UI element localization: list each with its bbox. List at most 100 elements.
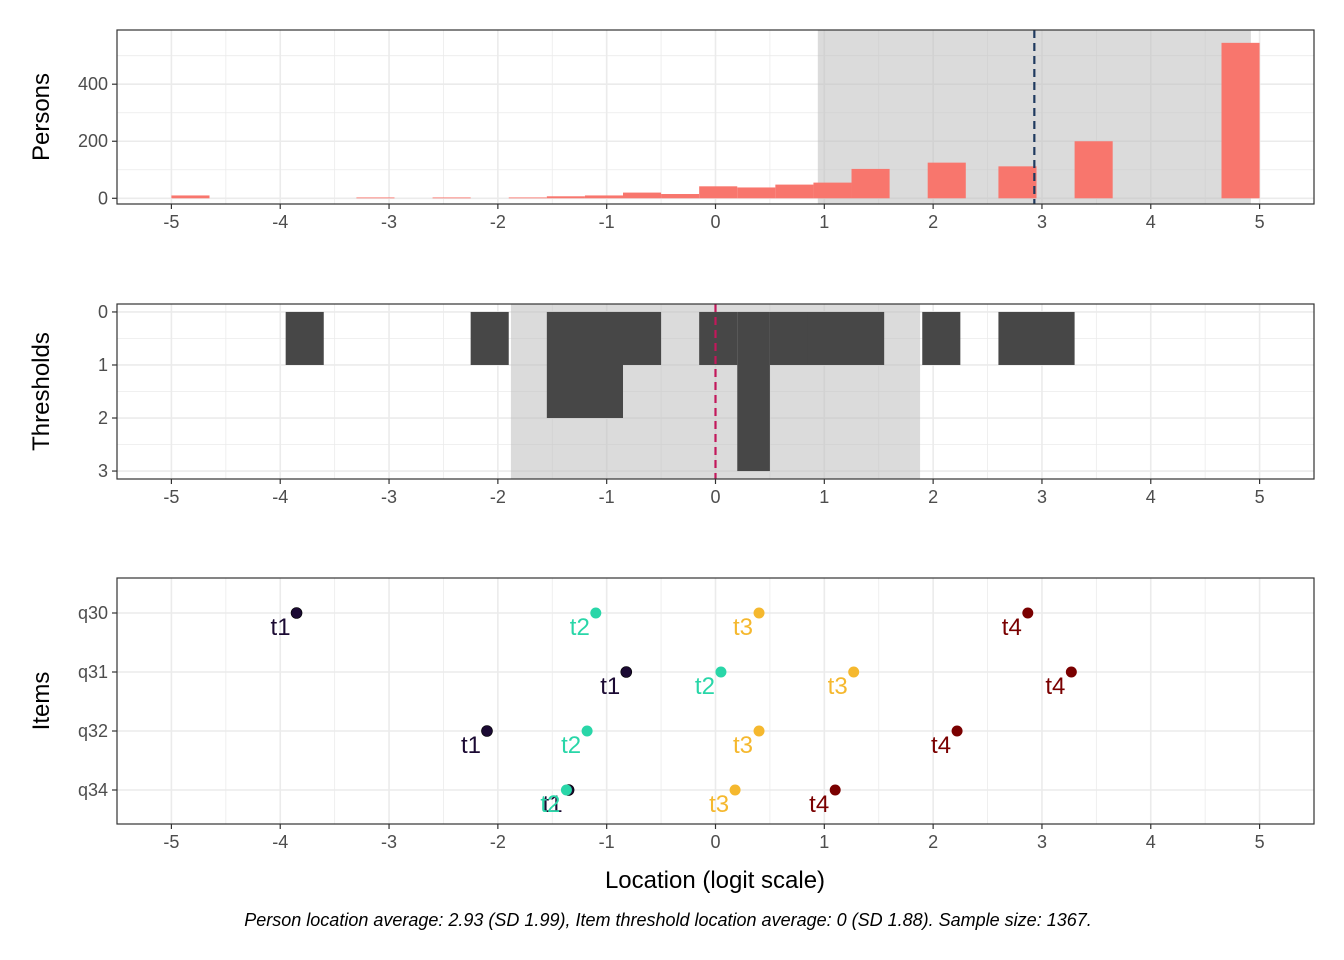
x-tick-label: -1: [599, 832, 615, 852]
x-tick-label: 1: [819, 832, 829, 852]
threshold-point: [829, 784, 841, 796]
histogram-bar: [356, 197, 395, 199]
x-tick-label: -5: [163, 832, 179, 852]
histogram-bar: [508, 197, 547, 199]
y-tick-label: 1: [98, 355, 108, 375]
threshold-point: [560, 784, 572, 796]
histogram-bar: [584, 195, 624, 199]
threshold-label: t3: [733, 732, 753, 759]
histogram-bar: [769, 311, 808, 365]
y-tick-label: 0: [98, 302, 108, 322]
threshold-point: [715, 666, 727, 678]
y-tick-label: q31: [78, 662, 108, 682]
x-tick-label: -2: [490, 212, 506, 232]
threshold-point: [620, 666, 633, 678]
x-tick-label: -2: [490, 832, 506, 852]
x-tick-label: 1: [819, 212, 829, 232]
y-axis-title: Thresholds: [28, 332, 55, 451]
x-tick-label: 2: [928, 487, 938, 507]
persons-panel: 0 200 400 -5 -4 -3 -2 -1 0 1 2 3 4 5 Persons: [28, 29, 1315, 232]
y-tick-label: 400: [78, 74, 108, 94]
histogram-bar: [922, 311, 961, 365]
x-tick-label: 1: [819, 487, 829, 507]
x-tick-label: -3: [381, 832, 397, 852]
x-tick-label: 0: [710, 832, 720, 852]
x-tick-label: -3: [381, 212, 397, 232]
x-tick-label: -4: [272, 487, 288, 507]
threshold-label: t4: [1002, 614, 1022, 641]
histogram-bar: [737, 187, 776, 199]
y-tick-label: q34: [78, 780, 108, 800]
threshold-point: [590, 607, 602, 619]
threshold-label: t3: [733, 614, 753, 641]
threshold-label: t2: [695, 673, 715, 700]
threshold-label: t2: [540, 791, 560, 818]
histogram-bar: [623, 192, 662, 199]
x-tick-label: 3: [1037, 832, 1047, 852]
histogram-bar: [171, 195, 210, 199]
threshold-label: t1: [600, 673, 620, 700]
x-tick-label: -2: [490, 487, 506, 507]
x-tick-label: 2: [928, 212, 938, 232]
x-tick-label: 5: [1255, 487, 1265, 507]
histogram-bar: [927, 162, 966, 199]
threshold-label: t2: [570, 614, 590, 641]
threshold-point: [290, 607, 303, 619]
threshold-label: t4: [1045, 673, 1065, 700]
x-tick-label: 4: [1146, 832, 1156, 852]
x-tick-label: -5: [163, 212, 179, 232]
histogram-bar: [737, 311, 770, 472]
x-tick-label: 5: [1255, 832, 1265, 852]
y-tick-label: 0: [98, 188, 108, 208]
x-tick-label: 4: [1146, 487, 1156, 507]
y-tick-label: q30: [78, 603, 108, 623]
histogram-bar: [699, 311, 738, 365]
histogram-bar: [470, 311, 509, 365]
x-tick-label: -5: [163, 487, 179, 507]
x-tick-label: 3: [1037, 487, 1047, 507]
threshold-point: [729, 784, 741, 796]
x-tick-label: -3: [381, 487, 397, 507]
threshold-label: t1: [543, 791, 563, 818]
thresholds-panel: 0 1 2 3 -5 -4 -3 -2 -1 0 1 2 3 4 5 Thresholds: [28, 302, 1315, 507]
histogram-bar: [998, 311, 1075, 365]
histogram-bar: [1221, 42, 1260, 199]
histogram-bar: [1074, 141, 1113, 199]
x-tick-label: -4: [272, 832, 288, 852]
threshold-point: [951, 725, 963, 737]
y-axis-title: Persons: [28, 73, 55, 161]
threshold-point: [481, 725, 493, 737]
histogram-bar: [432, 197, 471, 199]
x-tick-label: 4: [1146, 212, 1156, 232]
y-tick-label: 3: [98, 461, 108, 481]
histogram-bar: [661, 194, 700, 199]
y-axis-title: Items: [28, 672, 55, 731]
threshold-label: t3: [828, 673, 848, 700]
x-tick-label: -4: [272, 212, 288, 232]
threshold-label: t1: [461, 732, 481, 759]
x-tick-label: 2: [928, 832, 938, 852]
threshold-point: [1065, 666, 1077, 678]
histogram-bar: [998, 166, 1037, 199]
threshold-point: [581, 725, 593, 737]
histogram-bar: [851, 168, 890, 199]
x-tick-label: 0: [710, 487, 720, 507]
threshold-point: [1022, 607, 1034, 619]
threshold-label: t4: [931, 732, 951, 759]
histogram-bar: [813, 182, 852, 199]
x-tick-label: 0: [710, 212, 720, 232]
threshold-label: t3: [709, 791, 729, 818]
histogram-bar: [807, 311, 885, 365]
threshold-label: t2: [561, 732, 581, 759]
x-tick-label: -1: [599, 212, 615, 232]
threshold-label: t4: [809, 791, 829, 818]
y-tick-label: q32: [78, 721, 108, 741]
threshold-label: t1: [271, 614, 291, 641]
histogram-bar: [775, 184, 814, 199]
histogram-bar: [623, 311, 662, 365]
histogram-bar: [699, 186, 738, 199]
histogram-bar: [285, 311, 324, 365]
threshold-point: [753, 607, 765, 619]
